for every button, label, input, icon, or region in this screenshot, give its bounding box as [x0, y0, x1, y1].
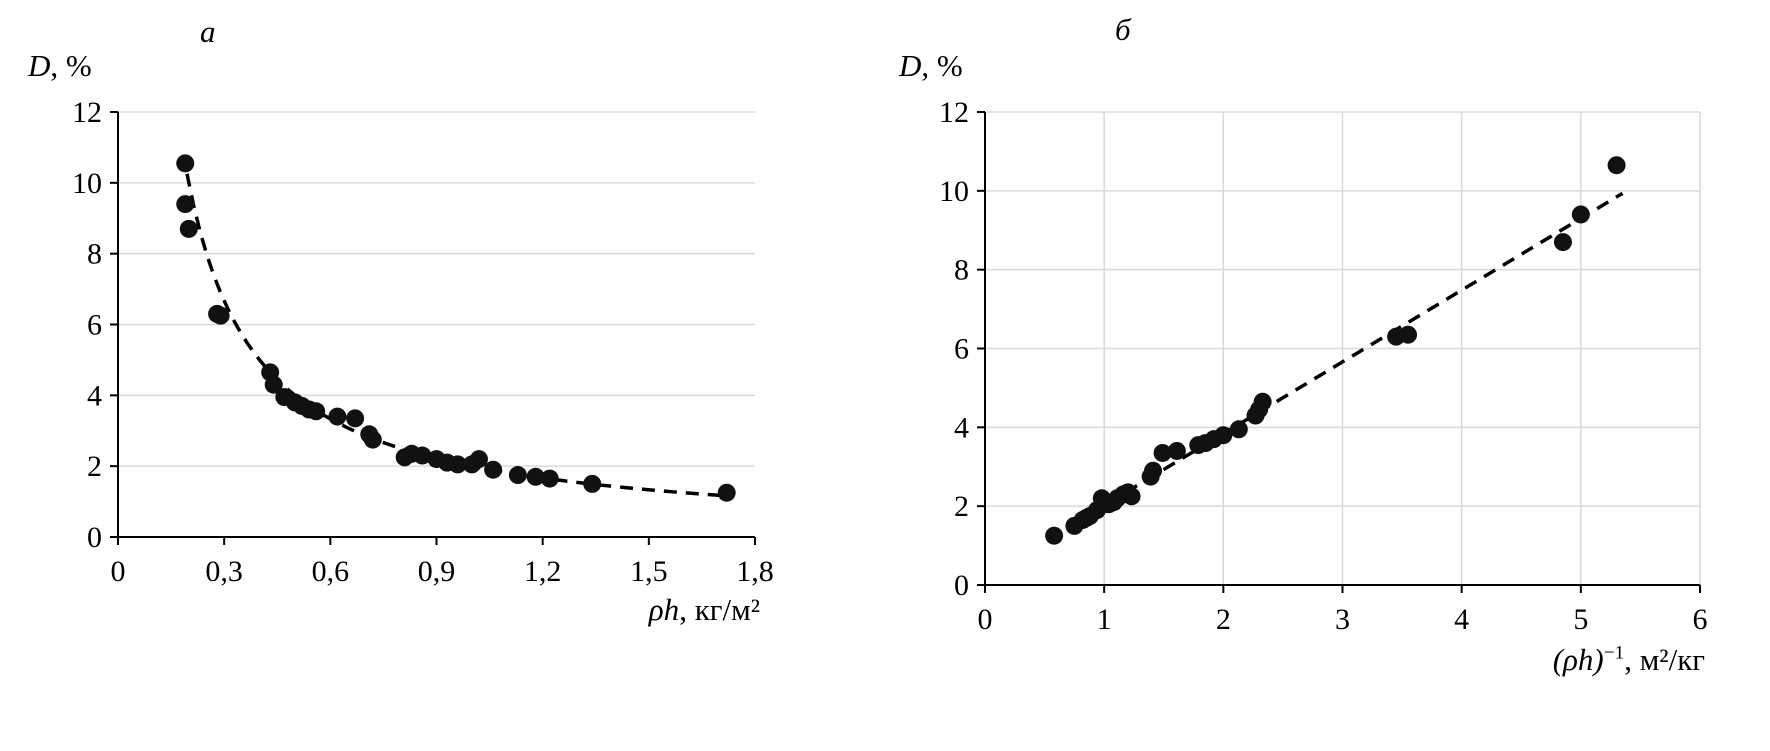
- svg-text:10: 10: [939, 175, 969, 208]
- x-axis-title-b: (ρh)−1, м²/кг: [1553, 642, 1705, 678]
- y-axis-variable: D: [899, 48, 922, 83]
- y-axis-unit: , %: [50, 48, 92, 83]
- x-axis-unit: , кг/м²: [679, 592, 760, 627]
- panel-label-b: б: [1115, 12, 1131, 47]
- svg-text:4: 4: [1454, 603, 1469, 636]
- svg-text:2: 2: [1216, 603, 1231, 636]
- svg-text:4: 4: [954, 411, 969, 444]
- svg-text:2: 2: [954, 490, 969, 523]
- svg-text:2: 2: [87, 450, 102, 483]
- y-axis-variable: D: [28, 48, 51, 83]
- svg-text:12: 12: [72, 96, 102, 129]
- svg-text:6: 6: [87, 309, 102, 342]
- svg-text:0: 0: [87, 521, 102, 554]
- svg-text:8: 8: [954, 254, 969, 287]
- svg-text:4: 4: [87, 379, 102, 412]
- svg-text:3: 3: [1335, 603, 1350, 636]
- svg-text:1: 1: [1097, 603, 1112, 636]
- x-axis-unit: , м²/кг: [1624, 642, 1705, 677]
- chart-panel-b: б D, % 0 1 2 3 4 5 6 0 2 4 6 8 10 12 (ρh)−1, м²/кг: [885, 0, 1770, 751]
- scatter-plot-a: 0 0,3 0,6 0,9 1,2 1,5 1,8 0 2 4 6 8 10 12: [72, 96, 774, 588]
- svg-text:5: 5: [1573, 603, 1588, 636]
- svg-text:12: 12: [939, 96, 969, 129]
- svg-text:0,6: 0,6: [312, 555, 350, 588]
- panel-label-a: а: [200, 14, 216, 49]
- x-axis-variable: ρh: [648, 592, 680, 627]
- x-axis-exponent: −1: [1603, 642, 1625, 664]
- svg-text:6: 6: [954, 333, 969, 366]
- svg-text:8: 8: [87, 238, 102, 271]
- svg-text:0,9: 0,9: [418, 555, 456, 588]
- y-axis-title-b: D, %: [899, 48, 963, 84]
- svg-text:0,3: 0,3: [205, 555, 243, 588]
- y-axis-unit: , %: [921, 48, 963, 83]
- chart-panel-a: а D, % 0 0,3 0,6 0,9 1,2 1,5 1,8 0 2 4 6 8 10 12 ρh, …: [28, 14, 774, 628]
- y-axis-title-a: D, %: [28, 48, 92, 84]
- x-axis-title-a: ρh, кг/м²: [649, 592, 760, 628]
- svg-text:1,8: 1,8: [736, 555, 774, 588]
- svg-text:0: 0: [111, 555, 126, 588]
- svg-text:1,2: 1,2: [524, 555, 562, 588]
- svg-text:0: 0: [978, 603, 993, 636]
- svg-text:10: 10: [72, 167, 102, 200]
- svg-text:6: 6: [1693, 603, 1708, 636]
- x-axis-variable: (ρh): [1552, 642, 1604, 677]
- svg-text:0: 0: [954, 569, 969, 602]
- svg-text:1,5: 1,5: [630, 555, 668, 588]
